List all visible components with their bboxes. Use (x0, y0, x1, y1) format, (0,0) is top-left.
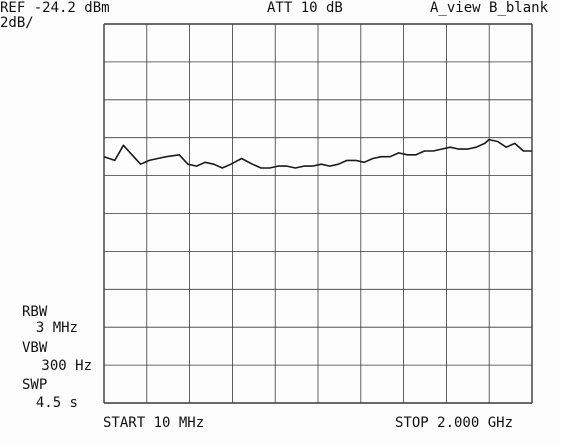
sweep-value: 4.5 s (35, 395, 78, 411)
attenuation: ATT 10 dB (267, 0, 343, 16)
vbw-value: 300 Hz (41, 358, 92, 374)
sweep-label: SWP (22, 377, 48, 393)
vbw-label: VBW (22, 340, 48, 356)
spectrum-trace (103, 138, 532, 169)
rbw-label: RBW (22, 304, 48, 320)
rbw-value: 3 MHz (35, 320, 78, 336)
scale-per-division: 2dB/ (0, 15, 34, 31)
reference-level: REF -24.2 dBm (0, 0, 110, 16)
trace-view-mode: A_view B_blank (430, 0, 549, 16)
stop-frequency: STOP 2.000 GHz (395, 415, 514, 431)
graticule (103, 23, 533, 404)
start-frequency: START 10 MHz (103, 415, 205, 431)
